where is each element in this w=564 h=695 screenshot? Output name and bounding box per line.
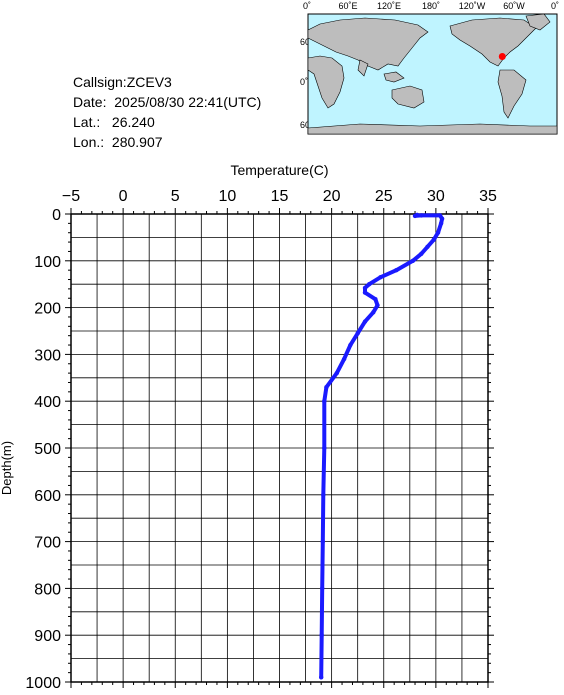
data-point bbox=[362, 290, 368, 295]
data-point bbox=[324, 385, 329, 390]
x-tick-labels: −5 0 5 10 15 20 25 30 35 bbox=[62, 188, 497, 205]
chart-svg: Temperature(C) Depth(m) −5 0 5 10 15 20 25 30 35… bbox=[0, 162, 497, 692]
data-point bbox=[341, 356, 347, 362]
data-point bbox=[334, 370, 339, 376]
y-tick-label: 1000 bbox=[25, 675, 61, 690]
temperature-profile-chart: Temperature(C) Depth(m) −5 0 5 10 15 20 25 30 35… bbox=[0, 160, 564, 695]
x-tick-label: 20 bbox=[323, 188, 341, 205]
y-tick-label: 800 bbox=[34, 581, 61, 598]
data-point bbox=[319, 675, 324, 680]
map-lon-label: 60˚W bbox=[503, 1, 525, 11]
north-america-landmass bbox=[449, 17, 537, 67]
map-lon-label: 120˚W bbox=[459, 1, 486, 11]
data-point bbox=[320, 586, 325, 591]
map-lon-label: 180˚ bbox=[422, 1, 440, 11]
data-point bbox=[419, 251, 424, 256]
data-point bbox=[437, 213, 443, 218]
data-point bbox=[367, 282, 372, 287]
africa-landmass bbox=[307, 55, 345, 109]
x-tick-label: 35 bbox=[479, 188, 497, 205]
greenland-landmass bbox=[525, 13, 551, 31]
latitude-text: Lat.: 26.240 bbox=[73, 114, 155, 130]
map-lon-label: 0˚ bbox=[551, 1, 559, 11]
data-point bbox=[410, 258, 416, 263]
x-axis-label: Temperature(C) bbox=[230, 162, 328, 178]
map-lon-label: 120˚E bbox=[377, 1, 401, 11]
data-point bbox=[375, 303, 380, 308]
longitude-text: Lon.: 280.907 bbox=[73, 134, 163, 150]
station-marker bbox=[498, 53, 506, 60]
grid-lines bbox=[70, 213, 489, 683]
data-point bbox=[373, 297, 378, 302]
y-tick-label: 900 bbox=[34, 628, 61, 645]
data-point bbox=[321, 492, 326, 497]
x-tick-label: −5 bbox=[62, 188, 80, 205]
y-tick-label: 100 bbox=[34, 254, 61, 271]
data-point bbox=[412, 213, 418, 219]
x-tick-label: 0 bbox=[119, 188, 128, 205]
x-tick-label: 10 bbox=[218, 188, 236, 205]
antarctica-landmass bbox=[307, 123, 558, 135]
map-lat-label: 0˚ bbox=[300, 77, 308, 87]
x-tick-label: 15 bbox=[271, 188, 289, 205]
y-tick-labels: 0 100 200 300 400 500 600 700 800 900 1000 bbox=[25, 207, 61, 692]
data-point bbox=[431, 237, 436, 242]
data-point bbox=[362, 285, 368, 291]
india-landmass bbox=[357, 59, 369, 77]
data-point bbox=[362, 319, 368, 324]
date-text: Date: 2025/08/30 22:41(UTC) bbox=[73, 94, 262, 110]
y-tick-label: 600 bbox=[34, 488, 61, 505]
eurasia-landmass bbox=[307, 17, 429, 71]
data-point bbox=[355, 331, 360, 336]
data-point bbox=[320, 539, 325, 544]
data-point bbox=[394, 268, 399, 273]
callsign-text: Callsign:ZCEV3 bbox=[73, 74, 172, 90]
data-point bbox=[425, 244, 430, 249]
y-tick-label: 0 bbox=[52, 207, 61, 224]
data-point bbox=[438, 221, 444, 226]
data-point bbox=[371, 310, 376, 315]
australia-landmass bbox=[391, 85, 425, 109]
plot-frame bbox=[70, 213, 489, 683]
temperature-series bbox=[319, 212, 445, 680]
location-map: 0˚ 60˚E 120˚E 180˚ 120˚W 60˚W 0˚ 60˚N 0˚… bbox=[300, 0, 564, 145]
x-tick-label: 25 bbox=[375, 188, 393, 205]
data-point bbox=[435, 230, 441, 235]
map-lon-label: 60˚E bbox=[338, 1, 357, 11]
station-info: Callsign:ZCEV3 Date: 2025/08/30 22:41(UT… bbox=[73, 72, 261, 152]
x-tick-label: 30 bbox=[427, 188, 445, 205]
data-point bbox=[319, 633, 324, 638]
x-tick-label: 5 bbox=[171, 188, 180, 205]
data-point bbox=[322, 399, 327, 404]
y-tick-label: 200 bbox=[34, 301, 61, 318]
y-tick-label: 400 bbox=[34, 394, 61, 411]
indonesia-landmass bbox=[383, 71, 405, 83]
data-point bbox=[439, 216, 445, 221]
map-longitude-labels: 0˚ 60˚E 120˚E 180˚ 120˚W 60˚W 0˚ bbox=[303, 1, 559, 11]
map-lon-label: 0˚ bbox=[303, 1, 311, 11]
y-tick-label: 300 bbox=[34, 347, 61, 364]
y-tick-label: 700 bbox=[34, 535, 61, 552]
data-point bbox=[348, 342, 353, 348]
data-point bbox=[378, 275, 383, 280]
y-tick-label: 500 bbox=[34, 441, 61, 458]
data-point bbox=[322, 445, 327, 451]
data-point bbox=[419, 213, 424, 218]
south-america-landmass bbox=[497, 69, 527, 119]
y-axis-label: Depth(m) bbox=[0, 441, 14, 495]
map-land bbox=[307, 13, 558, 135]
world-map: 0˚ 60˚E 120˚E 180˚ 120˚W 60˚W 0˚ 60˚N 0˚… bbox=[300, 1, 559, 135]
